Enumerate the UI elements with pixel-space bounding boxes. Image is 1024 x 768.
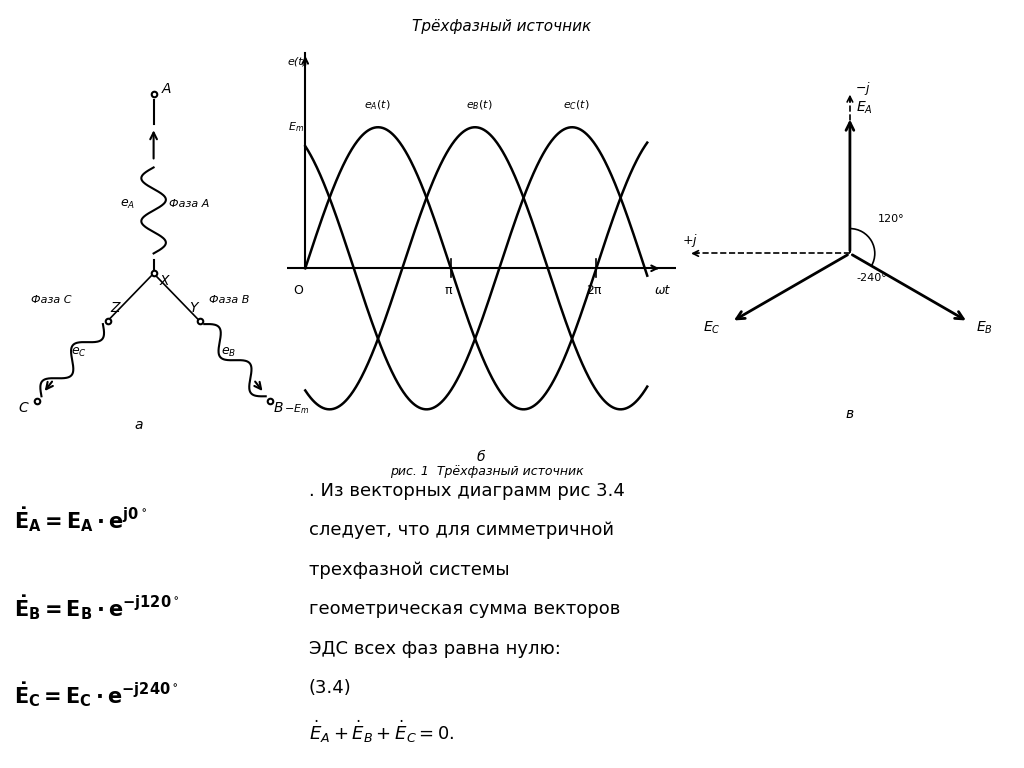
- Text: Фаза C: Фаза C: [31, 295, 72, 305]
- Text: а: а: [134, 418, 142, 432]
- Text: ЭДС всех фаз равна нулю:: ЭДС всех фаз равна нулю:: [309, 640, 561, 657]
- Text: рис. 1  Трёхфазный источник: рис. 1 Трёхфазный источник: [389, 465, 584, 478]
- Text: $E_m$: $E_m$: [288, 121, 304, 134]
- Text: $e_A(t)$: $e_A(t)$: [365, 99, 391, 112]
- Text: $\dot{E}_A + \dot{E}_B + \dot{E}_C = 0.$: $\dot{E}_A + \dot{E}_B + \dot{E}_C = 0.$: [309, 718, 455, 745]
- Text: Трёхфазный источник: Трёхфазный источник: [412, 19, 592, 35]
- Text: Z: Z: [111, 301, 120, 315]
- Text: $\mathbf{\dot{E}_B = E_B \cdot e^{-j120^\circ}}$: $\mathbf{\dot{E}_B = E_B \cdot e^{-j120^…: [14, 593, 179, 622]
- Text: $e_C(t)$: $e_C(t)$: [563, 99, 590, 112]
- Text: $e_C$: $e_C$: [71, 346, 86, 359]
- Text: в: в: [846, 407, 854, 421]
- Text: . Из векторных диаграмм рис 3.4: . Из векторных диаграмм рис 3.4: [309, 482, 625, 500]
- Text: Фаза B: Фаза B: [209, 295, 249, 305]
- Text: $e_A$: $e_A$: [120, 198, 135, 211]
- Text: C: C: [18, 401, 29, 415]
- Text: B: B: [273, 401, 283, 415]
- Text: $e_B(t)$: $e_B(t)$: [466, 99, 493, 112]
- Text: $e_B$: $e_B$: [221, 346, 237, 359]
- Text: π: π: [444, 284, 453, 297]
- Text: e(t): e(t): [288, 57, 307, 67]
- Text: б: б: [477, 450, 485, 465]
- Text: (3.4): (3.4): [309, 679, 351, 697]
- Text: 2π: 2π: [587, 284, 602, 297]
- Text: Фаза A: Фаза A: [169, 200, 209, 210]
- Text: $+j$: $+j$: [682, 232, 698, 249]
- Text: $E_A$: $E_A$: [856, 100, 872, 116]
- Text: $-E_m$: $-E_m$: [285, 402, 310, 416]
- Text: Y: Y: [188, 301, 198, 315]
- Text: -240°: -240°: [856, 273, 887, 283]
- Text: геометрическая сумма векторов: геометрическая сумма векторов: [309, 601, 621, 618]
- Text: следует, что для симметричной: следует, что для симметричной: [309, 521, 613, 539]
- Text: O: O: [293, 284, 303, 297]
- Text: $E_B$: $E_B$: [976, 319, 992, 336]
- Text: 120°: 120°: [878, 214, 904, 224]
- Text: трехфазной системы: трехфазной системы: [309, 561, 510, 579]
- Text: $\mathbf{\dot{E}_A = E_A \cdot e^{j0^\circ}}$: $\mathbf{\dot{E}_A = E_A \cdot e^{j0^\ci…: [14, 505, 147, 535]
- Text: ωt: ωt: [655, 284, 671, 297]
- Text: A: A: [162, 82, 171, 96]
- Text: $\mathbf{\dot{E}_C = E_C \cdot e^{-j240^\circ}}$: $\mathbf{\dot{E}_C = E_C \cdot e^{-j240^…: [14, 680, 179, 710]
- Text: X: X: [160, 274, 169, 288]
- Text: $E_C$: $E_C$: [703, 319, 721, 336]
- Text: $-j$: $-j$: [855, 80, 870, 98]
